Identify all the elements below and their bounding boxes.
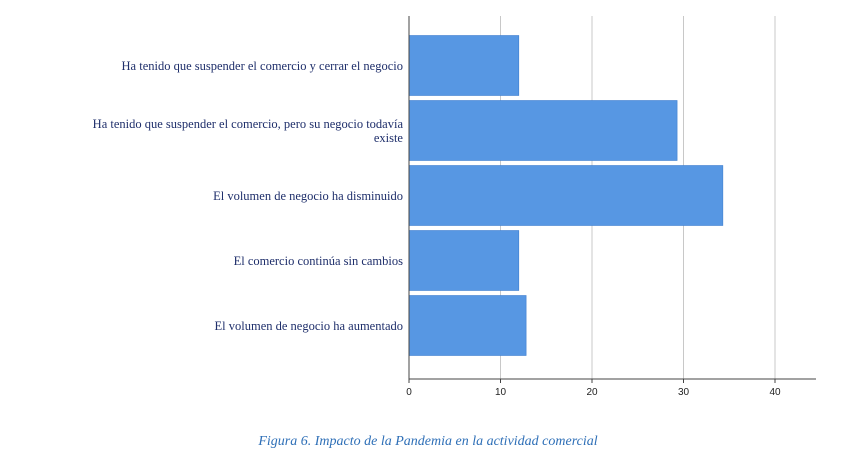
x-tick-label: 0 [406, 387, 412, 398]
category-label: El volumen de negocio ha disminuido [213, 188, 403, 203]
bar [408, 295, 527, 356]
x-tick-label: 10 [495, 387, 507, 398]
category-label: Ha tenido que suspender el comercio y ce… [121, 58, 403, 73]
category-label: El comercio continúa sin cambios [233, 253, 403, 268]
x-tick-label: 20 [586, 387, 598, 398]
bar [408, 165, 724, 226]
x-tick-label: 30 [678, 387, 690, 398]
category-label: Ha tenido que suspender el comercio, per… [92, 116, 403, 145]
category-label: El volumen de negocio ha aumentado [214, 318, 403, 333]
bar [408, 230, 520, 291]
figure-caption: Figura 6. Impacto de la Pandemia en la a… [258, 434, 598, 449]
bar [408, 100, 678, 161]
x-tick-label: 40 [769, 387, 781, 398]
bar [408, 35, 520, 96]
